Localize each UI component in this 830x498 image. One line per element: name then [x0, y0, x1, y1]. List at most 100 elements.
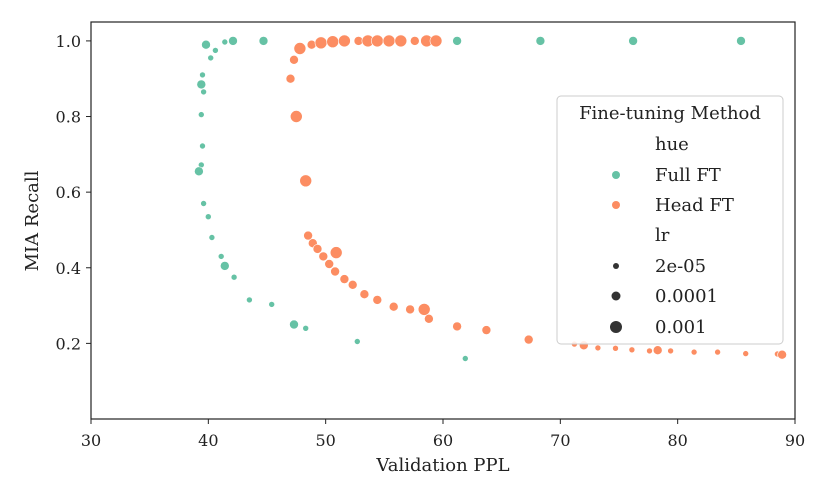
data-point-head-ft-32: [452, 321, 462, 332]
data-point-full-ft-1: [212, 47, 219, 54]
data-point-head-ft-43: [690, 348, 698, 356]
data-point-head-ft-5: [326, 35, 340, 49]
data-point-full-ft-0: [201, 39, 211, 50]
x-axis-title: Validation PPL: [375, 455, 509, 476]
legend: Fine-tuning Method hue Full FT Head FT l…: [556, 95, 784, 345]
data-point-full-ft-17: [200, 200, 207, 207]
data-point-full-ft-25: [289, 319, 299, 330]
data-point-full-ft-27: [353, 338, 361, 345]
data-point-full-ft-18: [205, 213, 212, 220]
legend-label-lr-0.0001: 0.0001: [655, 286, 718, 307]
data-point-full-ft-10: [199, 71, 206, 79]
data-point-head-ft-30: [417, 303, 431, 316]
legend-size-header: lr: [655, 225, 670, 246]
data-point-full-ft-22: [230, 273, 238, 281]
data-point-full-ft-19: [208, 234, 216, 241]
data-point-head-ft-20: [318, 251, 329, 262]
data-point-full-ft-21: [220, 261, 230, 271]
y-tick-label-2: 0.6: [56, 183, 81, 202]
legend-hue-header: hue: [655, 134, 689, 155]
y-tick-label-3: 0.8: [56, 108, 81, 127]
data-point-head-ft-6: [338, 34, 351, 48]
data-point-head-ft-21: [324, 259, 335, 269]
data-point-full-ft-12: [200, 88, 207, 96]
data-point-full-ft-16: [194, 166, 204, 177]
data-point-head-ft-27: [372, 295, 383, 305]
data-point-head-ft-0: [285, 73, 296, 84]
legend-marker-lr-0.001: [610, 321, 622, 333]
data-point-head-ft-24: [339, 274, 350, 284]
data-point-head-ft-11: [394, 34, 408, 48]
data-point-head-ft-4: [314, 36, 328, 50]
x-tick-label-0: 30: [81, 431, 101, 450]
x-tick-label-1: 40: [198, 431, 218, 450]
legend-marker-head-ft: [612, 201, 620, 209]
data-point-head-ft-42: [667, 347, 674, 355]
data-point-head-ft-9: [370, 34, 384, 48]
data-point-full-ft-24: [268, 301, 276, 308]
data-point-full-ft-6: [535, 36, 546, 46]
data-point-head-ft-23: [330, 266, 340, 277]
data-point-full-ft-5: [452, 36, 462, 46]
legend-label-lr-2e-05: 2e-05: [655, 256, 706, 277]
data-point-head-ft-37: [594, 344, 602, 352]
legend-marker-full-ft: [612, 171, 620, 179]
data-point-full-ft-28: [461, 355, 469, 362]
data-point-full-ft-26: [302, 324, 310, 332]
x-tick-label-2: 50: [315, 431, 335, 450]
data-point-head-ft-39: [628, 346, 636, 354]
data-point-head-ft-34: [523, 334, 534, 345]
x-tick-label-3: 60: [433, 431, 453, 450]
x-tick-label-4: 70: [550, 431, 570, 450]
data-point-full-ft-14: [199, 142, 206, 150]
data-point-head-ft-29: [405, 304, 415, 315]
data-point-full-ft-8: [736, 36, 746, 46]
data-point-head-ft-1: [289, 54, 299, 65]
data-point-head-ft-26: [359, 289, 370, 300]
data-point-full-ft-7: [628, 36, 638, 46]
legend-marker-lr-2e-05: [613, 263, 619, 269]
data-point-head-ft-3: [306, 39, 317, 50]
legend-box: [556, 95, 784, 345]
data-point-head-ft-45: [742, 350, 750, 357]
data-point-head-ft-47: [777, 349, 787, 360]
data-point-head-ft-19: [312, 244, 323, 254]
data-point-head-ft-14: [429, 34, 443, 48]
data-point-head-ft-16: [299, 174, 313, 188]
data-point-head-ft-38: [612, 344, 619, 352]
data-point-full-ft-20: [217, 253, 225, 260]
points-layer: [194, 34, 787, 362]
data-point-head-ft-22: [329, 246, 343, 259]
data-point-head-ft-10: [382, 34, 396, 48]
data-point-full-ft-3: [228, 36, 238, 46]
legend-label-full-ft: Full FT: [655, 165, 721, 186]
x-tick-label-5: 80: [667, 431, 687, 450]
legend-label-lr-0.001: 0.001: [655, 317, 707, 338]
data-point-full-ft-11: [196, 79, 207, 90]
data-point-head-ft-2: [293, 42, 307, 55]
data-point-head-ft-41: [652, 345, 663, 356]
y-tick-label-1: 0.4: [56, 259, 81, 278]
data-point-head-ft-25: [347, 279, 358, 290]
y-tick-label-0: 0.2: [56, 334, 81, 353]
data-point-head-ft-40: [646, 347, 653, 355]
data-point-head-ft-33: [481, 325, 492, 335]
data-point-full-ft-4: [258, 36, 269, 46]
data-point-head-ft-31: [424, 313, 434, 324]
data-point-full-ft-9: [207, 54, 214, 62]
data-point-head-ft-17: [303, 230, 313, 241]
data-point-head-ft-12: [409, 36, 420, 46]
legend-title: Fine-tuning Method: [579, 103, 761, 124]
data-point-head-ft-44: [714, 348, 721, 356]
data-point-full-ft-13: [198, 111, 205, 118]
y-axis-ticks: 0.2 0.4 0.6 0.8 1.0: [56, 32, 91, 353]
x-tick-label-6: 90: [785, 431, 805, 450]
data-point-full-ft-23: [246, 296, 253, 304]
y-tick-label-4: 1.0: [56, 32, 81, 51]
legend-marker-lr-0.0001: [611, 291, 621, 301]
data-point-head-ft-28: [388, 301, 399, 312]
y-axis-title: MIA Recall: [22, 170, 43, 271]
data-point-full-ft-2: [221, 38, 229, 46]
data-point-head-ft-15: [289, 110, 303, 123]
